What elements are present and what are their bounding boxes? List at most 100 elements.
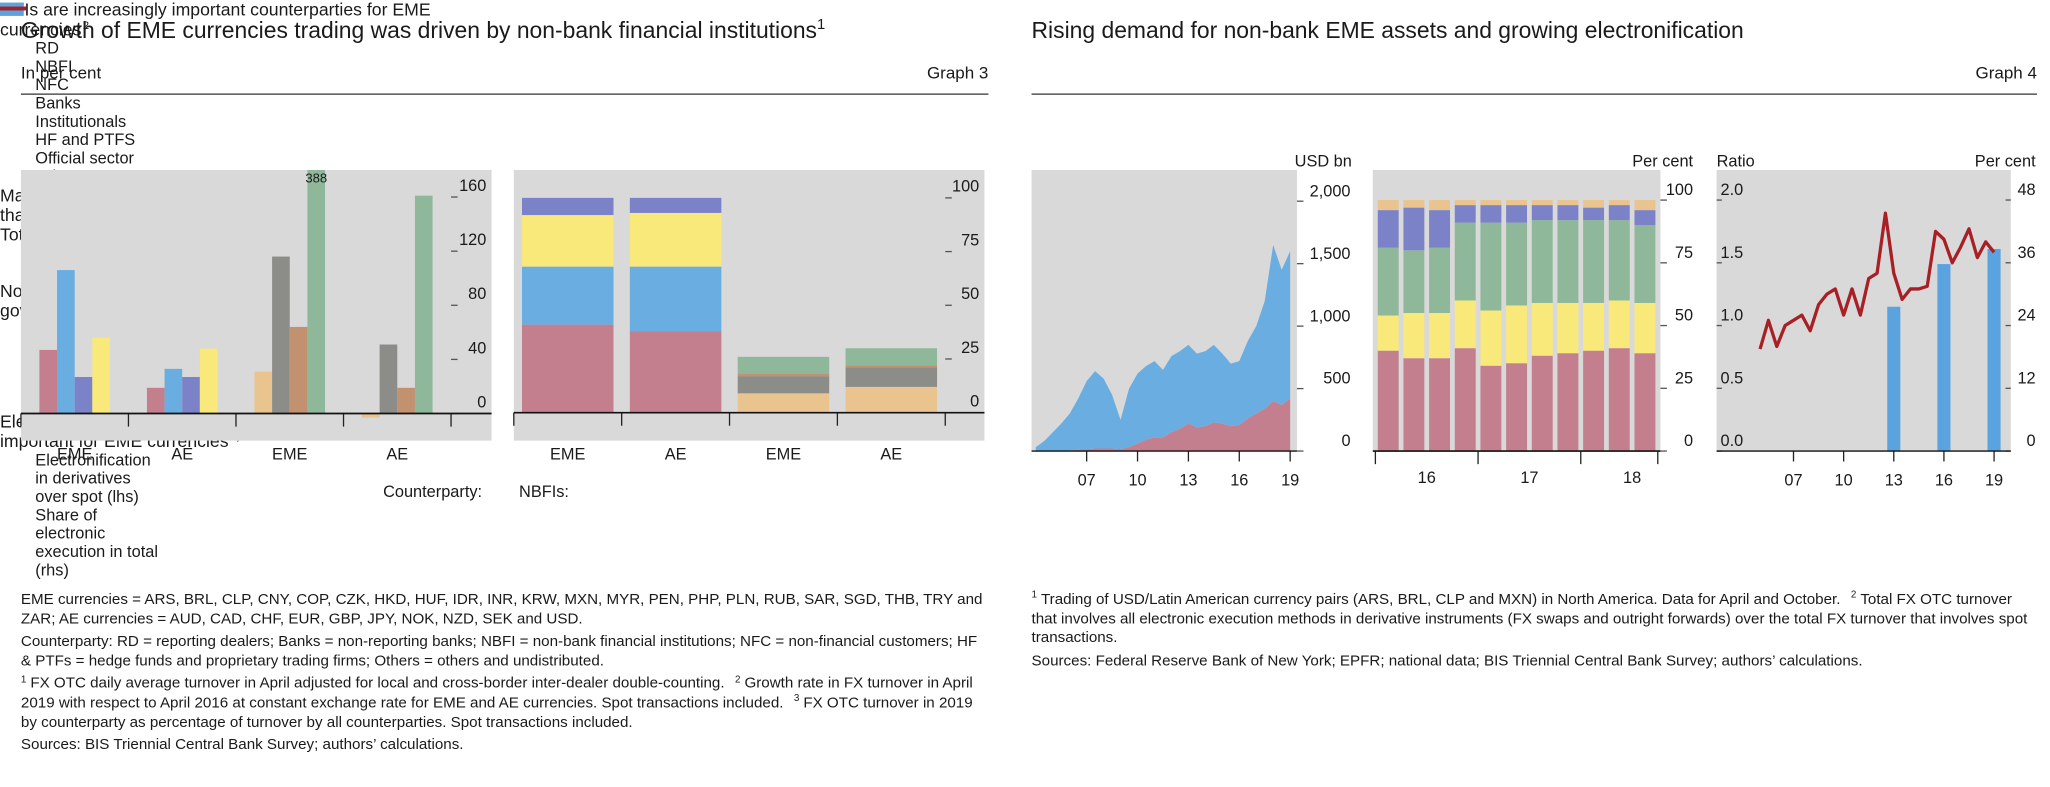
- bar-segment: [1429, 247, 1451, 314]
- bar: [414, 195, 433, 414]
- bar: [164, 368, 183, 414]
- sources: Sources: Federal Reserve Bank of New Yor…: [1031, 652, 1863, 670]
- bar-segment: [1583, 302, 1605, 351]
- y-tick-label: 1.5: [1721, 244, 1744, 262]
- footnote-mark: 1: [817, 17, 826, 33]
- data-label: 388: [305, 171, 327, 186]
- y-tick-label: 40: [468, 339, 486, 357]
- bar: [57, 270, 75, 414]
- y-tick-label: 25: [1675, 369, 1693, 387]
- y-tick-label: 0.0: [1721, 432, 1744, 450]
- bar-segment: [845, 386, 938, 413]
- bar: [289, 326, 308, 414]
- legend-label: RD: [35, 39, 59, 58]
- axis-unit: Ratio: [1717, 152, 1755, 170]
- x-tick-label: EME: [57, 445, 92, 463]
- bar-segment: [1506, 305, 1528, 364]
- y-tick-label: 36: [2017, 244, 2035, 262]
- y-tick-label: 48: [2017, 181, 2035, 199]
- legend-swatch: [0, 6, 27, 11]
- x-tick-label: 17: [1520, 469, 1538, 487]
- x-tick-label: AE: [171, 445, 193, 463]
- area: [1035, 398, 1291, 452]
- axis-unit: Per cent: [1975, 152, 2036, 170]
- bar: [1887, 306, 1901, 452]
- bar-segment: [1454, 205, 1476, 223]
- bar-segment: [1454, 300, 1476, 349]
- bar-segment: [1583, 350, 1605, 452]
- graph-title: Rising demand for non-bank EME assets an…: [1031, 16, 1744, 44]
- graph-label: Graph 4: [1975, 62, 2037, 83]
- x-tick-label: 16: [1935, 471, 1953, 489]
- legend-label: NFC: [35, 75, 69, 95]
- footnote-text: FX OTC turnover in 2019 by counterparty …: [20, 694, 973, 731]
- bar-segment: [1608, 205, 1630, 221]
- chart-title-text: OFIs are increasingly important counterp…: [0, 0, 431, 40]
- bar-segment: [1506, 363, 1528, 452]
- bar-segment: [845, 365, 938, 368]
- bar-segment: [1608, 220, 1630, 301]
- bar-segment: [1480, 365, 1502, 452]
- bar-segment: [1377, 210, 1399, 248]
- bar-segment: [845, 348, 938, 366]
- bar-segment: [1506, 222, 1528, 306]
- bar: [254, 371, 273, 414]
- bar-segment: [1506, 200, 1528, 206]
- footnote-mark: 2: [82, 17, 90, 31]
- bar-segment: [1403, 207, 1425, 251]
- plot: [1035, 244, 1291, 452]
- bar: [272, 256, 290, 414]
- bar-segment: [1429, 358, 1451, 452]
- y-tick-label: 12: [2017, 369, 2035, 387]
- bar: [379, 344, 398, 414]
- bar-segment: [1634, 200, 1656, 211]
- bar-segment: [1557, 200, 1579, 206]
- legend-item: Electronification in derivatives over sp…: [0, 2, 2050, 506]
- bar-segment: [1429, 200, 1451, 211]
- bar-segment: [1506, 205, 1528, 223]
- y-tick-label: 1,500: [1310, 245, 1351, 263]
- footnote-list: 1 Trading of USD/Latin American currency …: [1031, 588, 2039, 648]
- bar-segment: [1531, 355, 1553, 452]
- plot: [39, 169, 433, 418]
- legend-item: Share of electronic execution in total (…: [0, 6, 2050, 579]
- x-tick-label: AE: [386, 445, 408, 463]
- bar: [1987, 249, 2001, 452]
- bar-segment: [521, 266, 614, 325]
- x-tick-label: 07: [1784, 471, 1802, 489]
- y-tick-label: 100: [1666, 181, 1693, 199]
- footnote-mark: 1: [1031, 588, 1038, 601]
- footnote-list: 1 FX OTC daily average turnover in April …: [20, 672, 991, 732]
- footnote-text: Growth rate in FX turnover in April 2019…: [20, 675, 973, 712]
- y-tick-label: 160: [459, 177, 486, 195]
- bar: [1937, 264, 1951, 452]
- bar-segment: [1608, 300, 1630, 349]
- chart-title: OFIs are increasingly important counterp…: [0, 0, 458, 39]
- legend-label: HF and PTFS: [35, 130, 136, 150]
- x-tick-label: 10: [1835, 471, 1853, 489]
- bar-segment: [1634, 302, 1656, 354]
- x-tick-label: 19: [1985, 471, 2003, 489]
- sources: Sources: BIS Triennial Central Bank Surv…: [20, 736, 464, 754]
- bar: [92, 337, 110, 414]
- legend-label: NBFI: [35, 57, 73, 76]
- legend-title: Counterparty:: [383, 482, 483, 501]
- footnote-mark: 2: [735, 672, 741, 685]
- bar-segment: [1480, 200, 1502, 206]
- bar-segment: [1377, 247, 1399, 316]
- y-tick-label: 1,000: [1310, 307, 1351, 325]
- note: EME currencies = ARS, BRL, CLP, CNY, COP…: [20, 590, 983, 628]
- line: [1758, 211, 1996, 350]
- x-tick-label: EME: [550, 445, 585, 463]
- axis-unit: USD bn: [1295, 152, 1352, 170]
- bar-segment: [845, 367, 938, 387]
- y-tick-label: 25: [961, 339, 979, 357]
- x-tick-label: 07: [1078, 471, 1096, 489]
- bar-segment: [629, 197, 722, 213]
- legend-label: Banks: [35, 94, 81, 113]
- footnote-mark: 1: [20, 672, 27, 685]
- footnote-text: FX OTC daily average turnover in April a…: [30, 675, 725, 693]
- x-tick-label: 16: [1418, 469, 1436, 487]
- bar-segment: [1377, 350, 1399, 452]
